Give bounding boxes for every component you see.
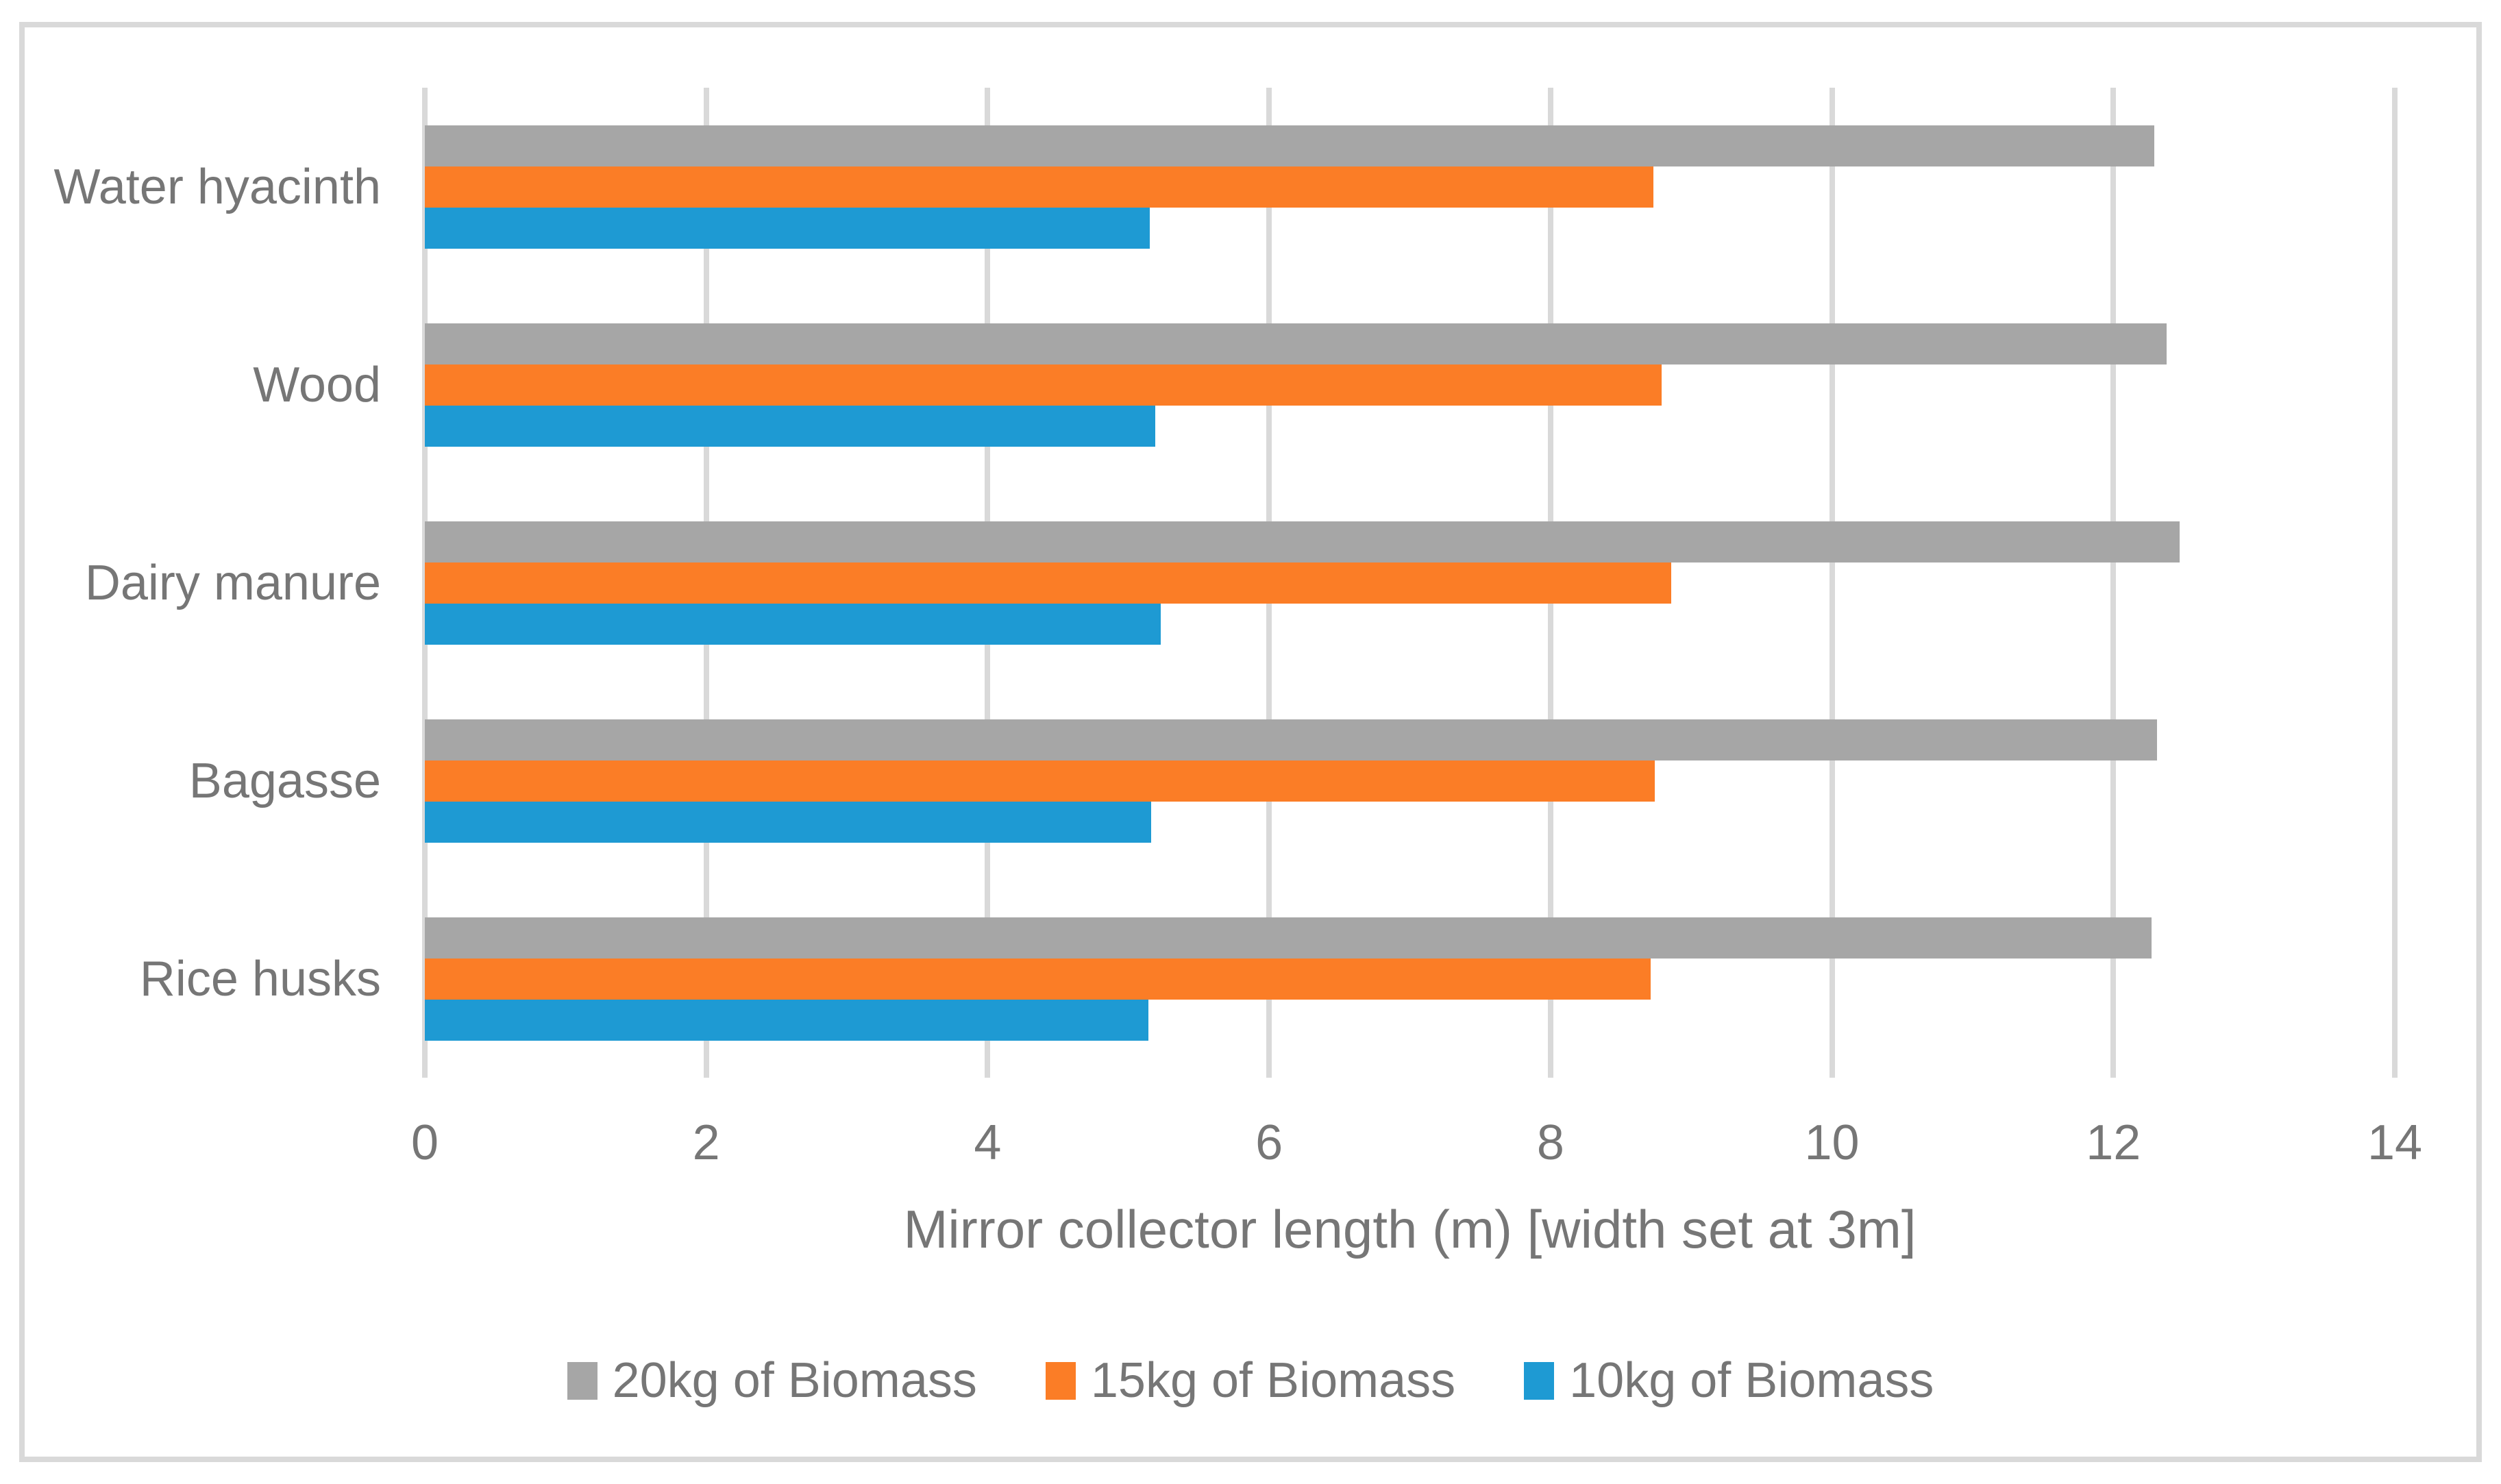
legend-item: 10kg of Biomass [1524,1351,1934,1410]
legend-label: 15kg of Biomass [1090,1353,1456,1408]
bar [425,323,2167,364]
legend-label: 10kg of Biomass [1569,1353,1934,1408]
x-tick-label: 2 [692,1115,720,1170]
bar [425,760,1655,802]
gridline [2392,88,2398,1078]
plot-area [422,88,2398,1078]
legend-marker-icon [1045,1361,1076,1400]
bar [425,562,1672,604]
bar [425,801,1151,843]
bar-group [425,286,2395,484]
legend-marker-icon [1524,1361,1555,1400]
bar [425,603,1161,645]
gridline [2110,88,2117,1078]
x-tick-label: 10 [1804,1115,1860,1170]
legend-marker-icon [567,1361,597,1400]
x-tick-label: 14 [2367,1115,2423,1170]
category-label: Wood [253,357,381,412]
legend-item: 20kg of Biomass [567,1351,977,1410]
x-tick-label: 0 [410,1115,439,1170]
x-tick-label: 4 [974,1115,1002,1170]
bar-group [425,682,2395,880]
legend: 20kg of Biomass 15kg of Biomass 10kg of Bi… [0,1351,2501,1410]
bar [425,999,1148,1041]
legend-label: 20kg of Biomass [612,1353,977,1408]
category-label: Dairy manure [84,555,381,610]
x-tick-label: 8 [1536,1115,1564,1170]
category-label: Bagasse [188,753,381,808]
x-axis-title: Mirror collector length (m) [width set a… [903,1199,1917,1259]
bar [425,405,1155,447]
bar-group [425,88,2395,286]
bar [425,958,1651,1000]
x-tick-label: 12 [2086,1115,2141,1170]
gridline [1829,88,1835,1078]
bar-group [425,484,2395,682]
bar [425,166,1653,208]
bar [425,917,2152,959]
bar-group [425,880,2395,1078]
bar [425,719,2157,760]
bar [425,125,2154,166]
category-label: Water hyacinth [53,159,381,214]
legend-item: 15kg of Biomass [1045,1351,1456,1410]
bar [425,364,1662,406]
category-label: Rice husks [139,951,381,1006]
x-tick-label: 6 [1255,1115,1283,1170]
bar [425,207,1150,249]
bar [425,521,2180,562]
